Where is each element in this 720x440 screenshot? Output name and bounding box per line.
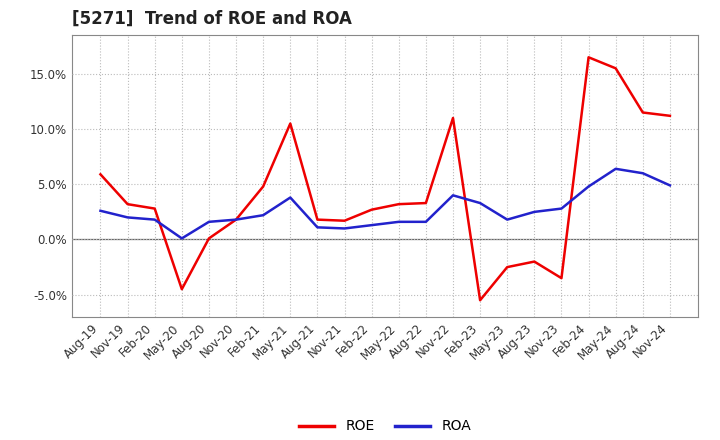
ROE (341, 218, 349, 224)
ROA (476, 200, 485, 205)
ROA (449, 193, 457, 198)
ROE (476, 297, 485, 303)
ROA (259, 213, 268, 218)
ROA (367, 223, 376, 228)
ROE (421, 200, 430, 205)
ROA (421, 219, 430, 224)
ROE (611, 66, 620, 71)
ROA (584, 184, 593, 189)
ROE (259, 184, 268, 189)
ROA (150, 217, 159, 222)
Text: [5271]  Trend of ROE and ROA: [5271] Trend of ROE and ROA (72, 10, 352, 28)
ROA (530, 209, 539, 215)
ROE (232, 217, 240, 222)
ROA (178, 236, 186, 241)
ROE (665, 113, 674, 118)
ROE (557, 275, 566, 281)
ROE (449, 115, 457, 121)
ROE (204, 236, 213, 241)
ROE (286, 121, 294, 126)
ROA (503, 217, 511, 222)
ROA (232, 217, 240, 222)
ROE (178, 286, 186, 292)
ROE (584, 55, 593, 60)
ROE (150, 206, 159, 211)
ROE (313, 217, 322, 222)
Line: ROA: ROA (101, 169, 670, 238)
ROA (123, 215, 132, 220)
ROA (665, 183, 674, 188)
ROE (639, 110, 647, 115)
ROA (341, 226, 349, 231)
ROA (286, 195, 294, 200)
Line: ROE: ROE (101, 57, 670, 300)
ROA (96, 208, 105, 213)
ROA (313, 225, 322, 230)
ROA (557, 206, 566, 211)
Legend: ROE, ROA: ROE, ROA (294, 414, 477, 439)
ROA (639, 171, 647, 176)
ROE (96, 172, 105, 177)
ROE (367, 207, 376, 213)
ROE (530, 259, 539, 264)
ROE (503, 264, 511, 270)
ROA (611, 166, 620, 172)
ROA (204, 219, 213, 224)
ROE (123, 202, 132, 207)
ROE (395, 202, 403, 207)
ROA (395, 219, 403, 224)
